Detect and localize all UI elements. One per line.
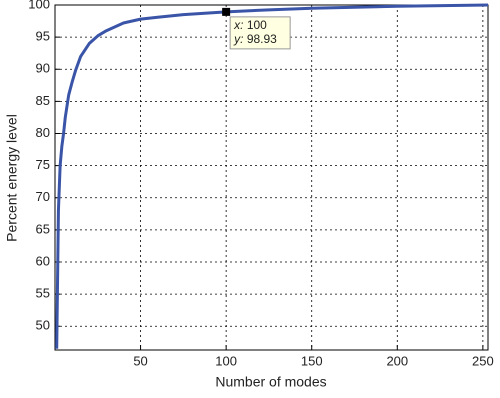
datatip-text: x: 100	[233, 18, 267, 32]
datatip-key: x:	[233, 18, 243, 32]
x-tick-label: 150	[301, 353, 323, 368]
y-axis-label: Percent energy level	[4, 114, 20, 242]
datatip-box	[229, 16, 291, 50]
x-tick-label: 200	[386, 353, 408, 368]
data-line	[55, 3, 489, 349]
y-tick-label: 60	[36, 253, 50, 268]
x-tick-label: 50	[133, 353, 147, 368]
y-tick-label: 100	[28, 0, 50, 11]
y-tick-label: 65	[36, 221, 50, 236]
x-tick-label: 250	[472, 353, 494, 368]
datatip-text: y: 98.93	[233, 32, 277, 46]
y-tick-label: 95	[36, 29, 50, 44]
datatip-marker	[222, 7, 231, 16]
datatip-value: 100	[247, 18, 267, 32]
y-tick-label: 80	[36, 125, 50, 140]
x-axis-label: Number of modes	[215, 374, 326, 390]
plot-frame	[54, 4, 489, 351]
datatip-key: y:	[233, 32, 243, 46]
y-tick-label: 85	[36, 93, 50, 108]
y-tick-label: 70	[36, 189, 50, 204]
datatip-value: 98.93	[247, 32, 277, 46]
x-tick-label: 100	[215, 353, 237, 368]
y-tick-label: 50	[36, 318, 50, 333]
y-tick-label: 55	[36, 286, 50, 301]
y-tick-label: 75	[36, 157, 50, 172]
y-tick-label: 90	[36, 61, 50, 76]
